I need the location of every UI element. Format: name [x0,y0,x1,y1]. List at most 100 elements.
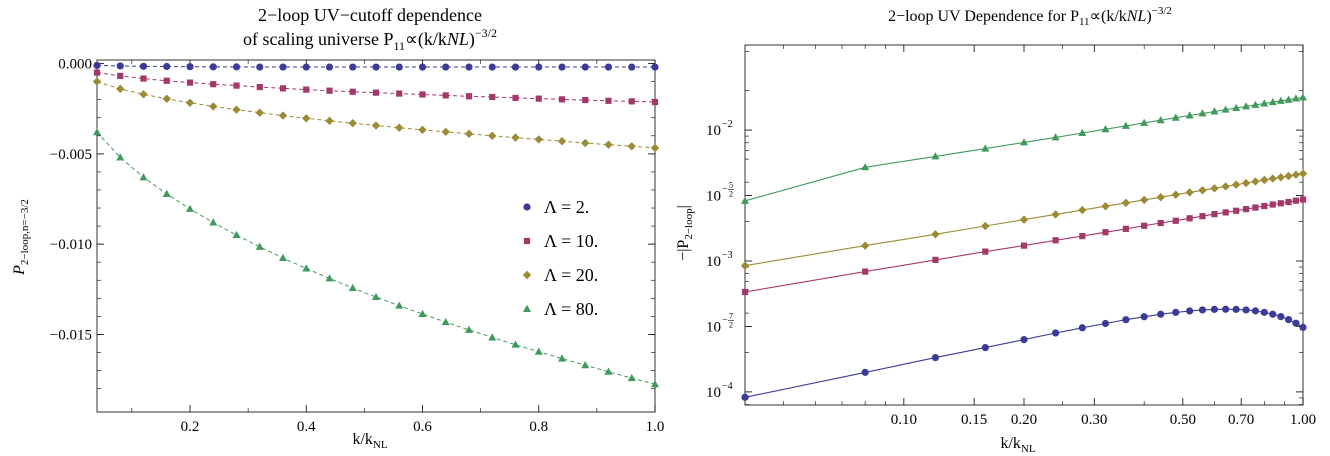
data-point [419,91,426,98]
data-point [1052,329,1060,337]
data-point [233,82,240,89]
data-point [139,90,148,99]
data-point [1198,186,1207,195]
data-point [326,87,333,94]
data-point [209,218,218,226]
series-line [744,308,1304,398]
right-chart: 2−loop UV Dependence for P11∝(k/kNL)−3/2… [675,5,1316,455]
data-point [371,121,381,130]
data-point [302,264,311,272]
x-tick-label: 0.4 [297,419,316,435]
data-point [1252,204,1259,211]
data-point [163,77,170,84]
y-tick-exponent-den: 2 [729,190,733,199]
right-y-axis-label: −|P2−loop| [675,205,695,261]
data-point [186,79,194,86]
data-point [557,137,567,146]
data-point [1232,103,1241,111]
data-point [932,256,939,263]
data-point [627,373,636,382]
data-point [232,63,241,71]
data-point [1140,118,1149,126]
data-point [604,367,613,375]
x-tick-label: 0.6 [413,419,432,435]
data-point [1199,213,1206,220]
y-tick-label: 10 −2 [706,119,733,139]
plot-frame [744,44,1304,406]
data-point [1121,121,1130,129]
x-tick-label: 1.00 [1290,412,1316,428]
data-point [1211,211,1218,218]
x-tick-label: 0.20 [1011,412,1037,428]
data-point [93,61,101,70]
data-point [511,63,520,71]
plot-frame [96,59,656,413]
data-point [1277,313,1285,321]
data-point [860,241,870,250]
data-point [512,94,519,102]
data-point [558,63,566,71]
data-point [163,62,171,71]
data-point [302,114,311,123]
x-tick-label: 0.50 [1170,412,1196,428]
data-point [1019,215,1029,224]
data-point [535,95,542,102]
data-point [1299,93,1307,101]
data-point [1140,313,1148,321]
data-point [349,63,357,71]
data-point [1221,105,1230,113]
y-tick-label: 10 −4 [706,381,733,401]
data-point [1185,188,1194,197]
x-tick-label: 0.70 [1228,412,1254,428]
data-point [325,63,334,71]
data-point [116,84,125,94]
data-point [982,248,989,255]
y-tick-base: 10 [706,123,721,139]
data-point [1020,335,1028,344]
data-point [1276,173,1286,182]
y-tick-label: 0.000 [58,57,92,73]
data-point [349,88,356,95]
data-point [256,63,264,71]
data-point [1186,215,1193,222]
data-point [279,85,287,92]
right-title: 2−loop UV Dependence for P11∝(k/kNL)−3/2 [888,5,1172,28]
data-point [396,90,403,97]
data-point [372,63,380,71]
data-point [1299,196,1307,203]
data-point [418,309,427,317]
data-point [279,253,287,262]
data-point [1141,222,1148,229]
y-tick-exponent-num: 5 [729,181,733,190]
data-point [627,142,636,151]
data-point [488,333,497,341]
legend-label: Λ = 2. [544,197,589,217]
data-point [650,143,660,153]
data-point [1078,324,1086,332]
data-point [278,111,288,120]
left-axes: 0.2 0.4 0.6 0.8 1.0 0.000 −0.005 −0.010 −0.015 [50,57,665,435]
x-tick-label: 0.30 [1081,412,1107,428]
data-point [186,204,194,212]
left-x-axis-label: k/kNL [352,431,387,451]
right-data-marks [740,93,1308,401]
y-tick-label: −0.015 [50,327,92,343]
data-point [1285,198,1292,206]
data-point [1261,202,1268,210]
y-tick-exponent: −4 [722,381,733,392]
legend-label: Λ = 80. [544,299,598,319]
data-point [1051,133,1060,141]
data-point [862,268,869,275]
data-point [740,261,750,270]
data-point [581,361,590,369]
data-point [1101,319,1110,328]
data-point [303,86,310,93]
data-point [628,63,636,71]
data-point [93,69,101,76]
data-point [1291,170,1301,179]
data-point [116,153,125,161]
series-line [96,131,656,385]
data-point [140,75,147,82]
